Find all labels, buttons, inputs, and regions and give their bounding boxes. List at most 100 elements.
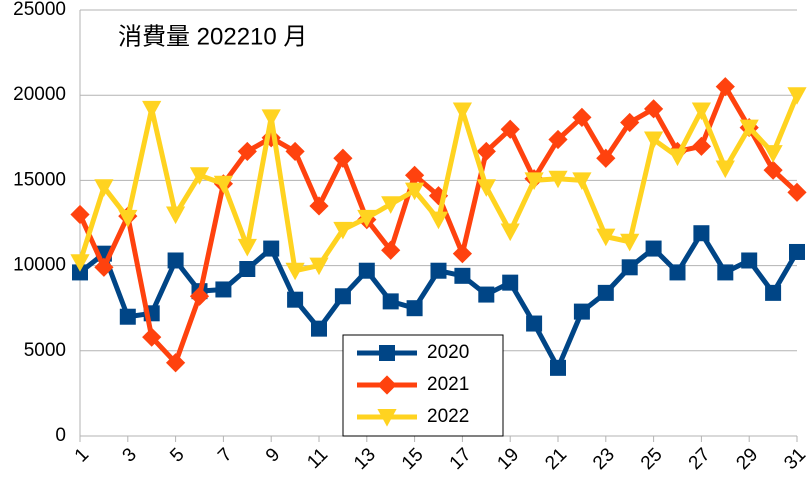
marker xyxy=(526,315,543,332)
marker xyxy=(669,264,686,281)
marker xyxy=(452,102,472,121)
x-tick-label: 3 xyxy=(119,444,141,466)
marker xyxy=(667,148,688,167)
marker xyxy=(94,179,114,197)
marker xyxy=(596,148,616,168)
marker xyxy=(715,160,735,179)
x-tick-label: 19 xyxy=(493,444,523,474)
marker xyxy=(765,284,782,301)
marker xyxy=(382,293,399,310)
x-tick-label: 21 xyxy=(541,444,571,474)
marker xyxy=(239,261,256,278)
marker xyxy=(478,286,495,303)
marker xyxy=(237,141,257,162)
marker xyxy=(261,109,281,127)
marker xyxy=(717,264,734,281)
marker xyxy=(763,160,783,180)
marker xyxy=(763,145,783,163)
marker xyxy=(189,167,210,185)
y-tick-label: 10000 xyxy=(13,255,66,276)
marker xyxy=(620,233,640,252)
x-tick-label: 13 xyxy=(350,444,380,474)
y-tick-label: 0 xyxy=(55,425,66,446)
marker xyxy=(548,129,568,150)
marker xyxy=(548,170,568,189)
x-tick-label: 23 xyxy=(589,444,619,474)
marker xyxy=(358,262,375,279)
marker xyxy=(787,182,807,202)
marker xyxy=(621,259,638,276)
marker xyxy=(620,112,640,133)
x-tick-label: 9 xyxy=(262,444,284,466)
marker xyxy=(309,257,329,276)
marker xyxy=(166,353,186,373)
marker xyxy=(118,209,138,228)
marker xyxy=(333,221,353,240)
marker xyxy=(476,179,496,197)
marker xyxy=(691,102,711,121)
marker xyxy=(645,240,662,257)
legend-label: 2022 xyxy=(427,406,469,427)
y-tick-label: 5000 xyxy=(24,340,66,361)
marker xyxy=(311,320,327,337)
y-tick-label: 20000 xyxy=(13,84,66,105)
x-tick-label: 1 xyxy=(71,444,93,466)
marker xyxy=(94,257,114,277)
marker xyxy=(215,281,232,298)
x-tick-label: 5 xyxy=(166,444,188,466)
marker xyxy=(285,141,305,162)
marker xyxy=(142,327,162,347)
x-tick-label: 27 xyxy=(685,444,715,474)
marker xyxy=(691,136,711,156)
marker xyxy=(430,262,447,279)
marker xyxy=(787,87,807,105)
y-tick-label: 15000 xyxy=(13,169,66,190)
marker xyxy=(70,204,90,225)
marker xyxy=(357,209,377,228)
marker xyxy=(379,345,395,361)
marker xyxy=(572,107,592,127)
marker xyxy=(334,288,351,305)
x-tick-label: 25 xyxy=(637,444,667,474)
marker xyxy=(572,172,592,190)
marker xyxy=(309,196,329,216)
marker xyxy=(167,252,184,269)
marker xyxy=(739,119,759,138)
marker xyxy=(452,244,472,264)
marker xyxy=(377,409,397,427)
x-tick-label: 29 xyxy=(732,444,762,474)
marker xyxy=(597,284,614,301)
marker xyxy=(70,254,90,272)
x-tick-label: 31 xyxy=(780,444,810,474)
marker xyxy=(405,165,425,185)
marker xyxy=(119,308,136,325)
marker xyxy=(693,225,710,242)
marker xyxy=(406,300,423,317)
marker xyxy=(263,240,280,257)
marker xyxy=(502,274,519,291)
chart-title: 消費量 202210 月 xyxy=(118,23,307,50)
marker xyxy=(454,267,471,284)
marker xyxy=(189,286,210,306)
legend-label: 2020 xyxy=(427,342,469,363)
marker xyxy=(715,77,735,97)
marker xyxy=(500,223,520,242)
marker xyxy=(476,141,496,162)
legend-label: 2021 xyxy=(427,374,469,395)
marker xyxy=(550,359,566,376)
x-tick-label: 15 xyxy=(398,444,428,474)
x-tick-label: 7 xyxy=(214,444,236,466)
marker xyxy=(72,264,88,281)
marker xyxy=(166,206,186,225)
x-tick-label: 11 xyxy=(303,444,332,473)
marker xyxy=(381,240,401,260)
marker xyxy=(285,262,305,281)
y-tick-label: 25000 xyxy=(13,0,66,20)
marker xyxy=(524,172,544,190)
marker xyxy=(142,100,162,119)
marker xyxy=(405,182,425,201)
series-line xyxy=(77,94,800,274)
marker xyxy=(741,252,758,269)
marker xyxy=(789,243,805,260)
